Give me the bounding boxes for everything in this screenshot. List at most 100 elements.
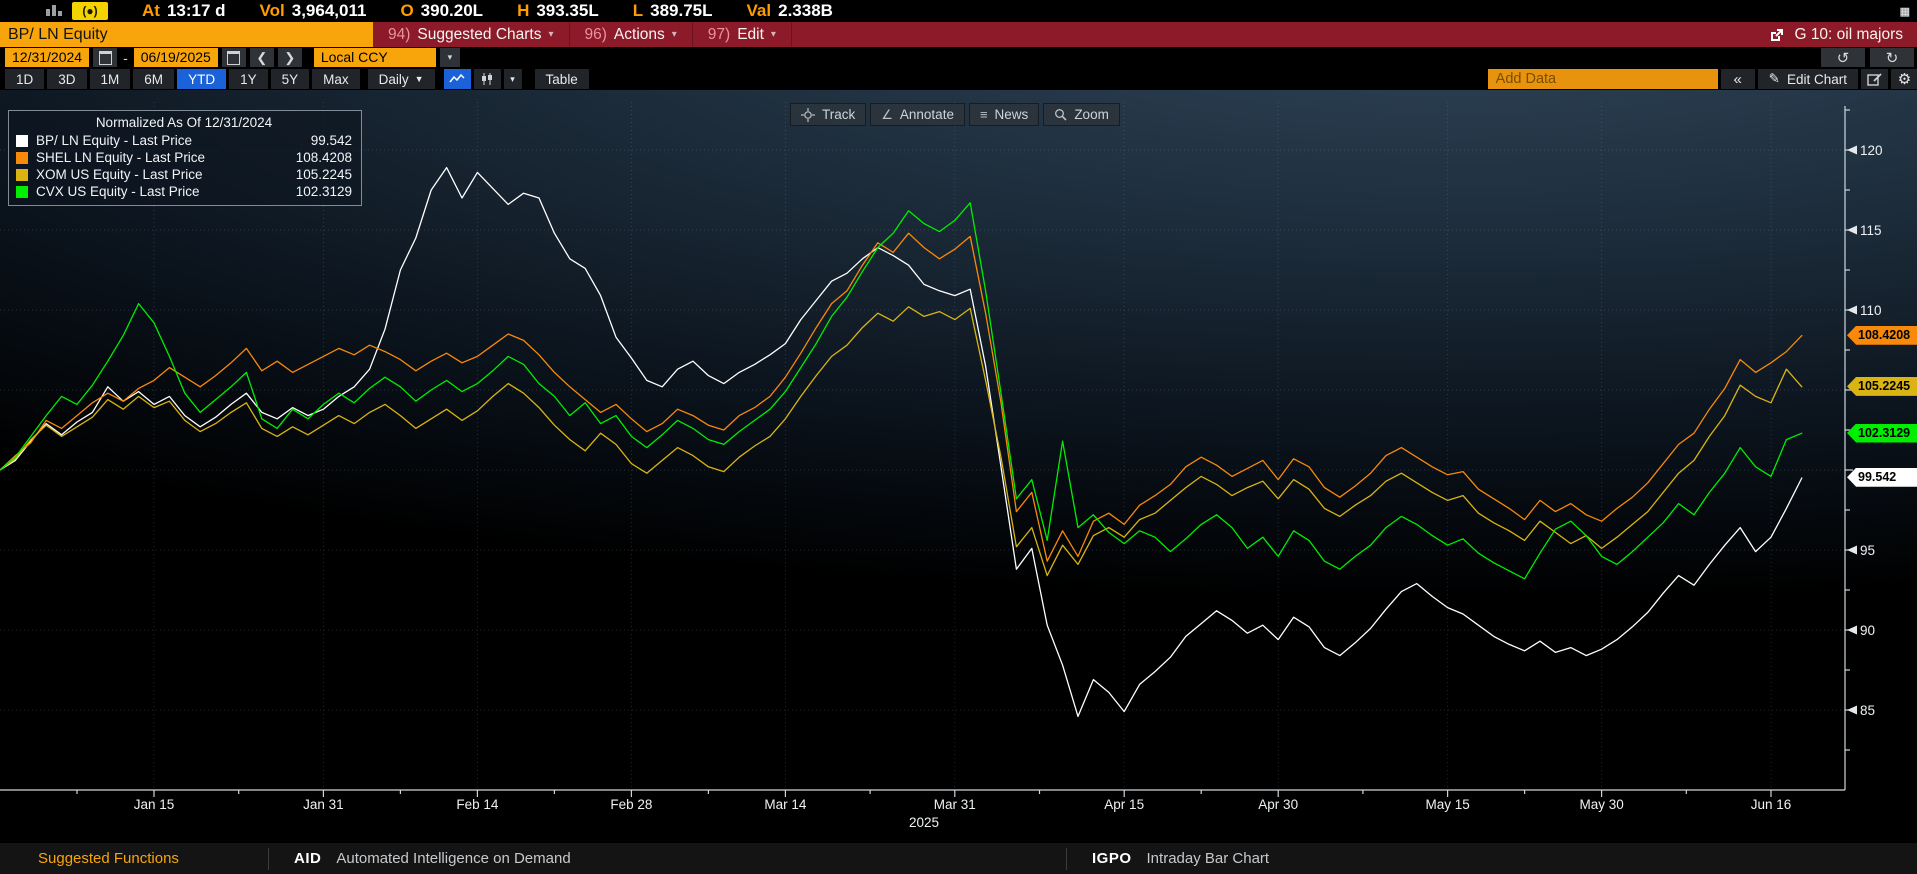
prev-range-button[interactable]: ❮: [249, 48, 274, 67]
period-6m-button[interactable]: 6M: [133, 69, 175, 89]
y-tick-arrow: [1847, 625, 1857, 635]
series-line-bp: [0, 166, 1803, 718]
legend-row-bp[interactable]: BP/ LN Equity - Last Price 99.542: [16, 132, 352, 149]
suggested-functions-label[interactable]: Suggested Functions: [38, 850, 179, 867]
line-chart-type-button[interactable]: [443, 69, 471, 89]
x-tick-label: Feb 28: [610, 797, 652, 812]
security-ticker-input[interactable]: BP/ LN Equity: [0, 22, 373, 47]
chevron-down-icon: ▾: [548, 29, 554, 40]
zoom-button[interactable]: Zoom: [1043, 103, 1120, 126]
crosshair-icon: [801, 107, 815, 122]
annotate-button[interactable]: ∠ Annotate: [870, 103, 965, 126]
security-info-bar: (●) At 13:17 d Vol 3,964,011 O 390.20L H 393…: [0, 0, 1917, 22]
export-icon[interactable]: [1769, 27, 1785, 43]
series-line-cvx: [0, 202, 1803, 580]
trade-time-field: At 13:17 d: [142, 1, 226, 20]
footer-item-aid[interactable]: AID Automated Intelligence on Demand: [294, 850, 571, 867]
start-date-input[interactable]: 12/31/2024: [5, 48, 90, 67]
chart-type-dropdown-caret[interactable]: ▾: [503, 69, 522, 89]
line-chart-icon: [449, 73, 465, 83]
period-max-button[interactable]: Max: [312, 69, 360, 89]
series-line-xom: [0, 306, 1803, 577]
series-swatch: [16, 168, 28, 181]
chart-area: 85 90 95 110 115 120 Jan 15 Jan 31 Feb 14 Feb 28 M…: [0, 90, 1917, 841]
alert-icon[interactable]: (●): [72, 2, 108, 20]
function-footer-bar: Suggested Functions AID Automated Intell…: [0, 841, 1917, 874]
undo-button[interactable]: ↺: [1821, 48, 1865, 67]
currency-select[interactable]: Local CCY: [313, 48, 436, 67]
chevron-down-icon: ▾: [770, 29, 776, 40]
news-button[interactable]: ≡ News: [968, 103, 1040, 126]
pencil-icon: ✎: [1768, 71, 1780, 86]
chart-canvas[interactable]: 85 90 95 110 115 120 Jan 15 Jan 31 Feb 14 Feb 28 M…: [0, 90, 1917, 841]
edit-chart-button[interactable]: ✎ Edit Chart: [1757, 69, 1858, 89]
chart-legend: Normalized As Of 12/31/2024 BP/ LN Equit…: [8, 110, 362, 206]
legend-row-shel[interactable]: SHEL LN Equity - Last Price 108.4208: [16, 149, 352, 166]
currency-dropdown-caret[interactable]: ▾: [439, 48, 460, 67]
legend-row-cvx[interactable]: CVX US Equity - Last Price 102.3129: [16, 183, 352, 200]
date-range-bar: 12/31/2024 - 06/19/2025 ❮ ❯ Local CCY ▾ …: [0, 47, 1917, 68]
angle-icon: ∠: [881, 106, 893, 122]
x-axis-year-label: 2025: [909, 815, 939, 830]
x-tick-label: Jun 16: [1751, 797, 1792, 812]
window-grid-icon[interactable]: ▦: [1899, 5, 1911, 18]
series-line-shel: [0, 232, 1803, 562]
y-tick-label: 90: [1860, 623, 1875, 638]
menu-actions[interactable]: 96) Actions ▾: [570, 22, 693, 47]
calendar-icon[interactable]: [93, 48, 118, 67]
track-button[interactable]: Track: [790, 103, 867, 126]
candle-chart-type-button[interactable]: [473, 69, 501, 89]
period-5y-button[interactable]: 5Y: [270, 69, 310, 89]
series-swatch: [16, 134, 28, 147]
series-swatch: [16, 185, 28, 198]
volume-field: Vol 3,964,011: [259, 1, 367, 20]
collapse-panel-button[interactable]: «: [1720, 69, 1755, 89]
add-data-input[interactable]: [1487, 69, 1718, 89]
x-tick-label: May 15: [1425, 797, 1469, 812]
candlestick-icon: [482, 73, 493, 85]
x-tick-label: Apr 30: [1258, 797, 1298, 812]
legend-row-xom[interactable]: XOM US Equity - Last Price 105.2245: [16, 166, 352, 183]
legend-title: Normalized As Of 12/31/2024: [95, 115, 273, 130]
x-tick-label: Feb 14: [456, 797, 499, 812]
high-field: H 393.35L: [517, 1, 599, 20]
menu-suggested-charts[interactable]: 94) Suggested Charts ▾: [373, 22, 570, 47]
divider: [1066, 847, 1067, 870]
magnifier-icon: [1055, 109, 1067, 121]
price-tag-xom: 105.2245: [1847, 376, 1917, 396]
chart-toolbar: 1D 3D 1M 6M YTD 1Y 5Y Max Daily ▼ ▾ Table…: [0, 68, 1917, 90]
period-1y-button[interactable]: 1Y: [229, 69, 268, 89]
chart-settings-button[interactable]: ⚙: [1891, 69, 1917, 89]
price-tag-bp: 99.542: [1847, 467, 1917, 487]
chevron-down-icon: ▼: [414, 74, 424, 84]
chart-title-label: G 10: oil majors: [1794, 25, 1903, 43]
chart-annotations-button[interactable]: [1861, 69, 1888, 89]
menu-edit[interactable]: 97) Edit ▾: [693, 22, 792, 47]
footer-item-igpo[interactable]: IGPO Intraday Bar Chart: [1092, 850, 1270, 867]
y-tick-label: 85: [1860, 703, 1875, 718]
redo-button[interactable]: ↻: [1870, 48, 1914, 67]
open-field: O 390.20L: [400, 1, 484, 20]
y-tick-arrow: [1847, 305, 1857, 315]
x-tick-label: Mar 31: [934, 797, 976, 812]
calendar-icon[interactable]: [221, 48, 246, 67]
x-tick-label: Jan 15: [134, 797, 175, 812]
end-date-input[interactable]: 06/19/2025: [133, 48, 218, 67]
frequency-select[interactable]: Daily ▼: [367, 69, 435, 89]
low-field: L 389.75L: [632, 1, 713, 20]
y-tick-label: 120: [1860, 143, 1883, 158]
series-swatch: [16, 151, 28, 164]
x-tick-label: May 30: [1579, 797, 1623, 812]
chevron-down-icon: ▾: [671, 29, 677, 40]
note-edit-icon: [1867, 72, 1882, 86]
y-tick-arrow: [1847, 145, 1857, 155]
volume-bars-icon: [46, 4, 62, 16]
period-3d-button[interactable]: 3D: [47, 69, 87, 89]
period-ytd-button[interactable]: YTD: [177, 69, 227, 89]
table-button[interactable]: Table: [534, 69, 589, 89]
period-1d-button[interactable]: 1D: [5, 69, 45, 89]
y-tick-label: 115: [1860, 223, 1882, 238]
next-range-button[interactable]: ❯: [277, 48, 302, 67]
period-1m-button[interactable]: 1M: [89, 69, 131, 89]
y-tick-arrow: [1847, 705, 1857, 715]
